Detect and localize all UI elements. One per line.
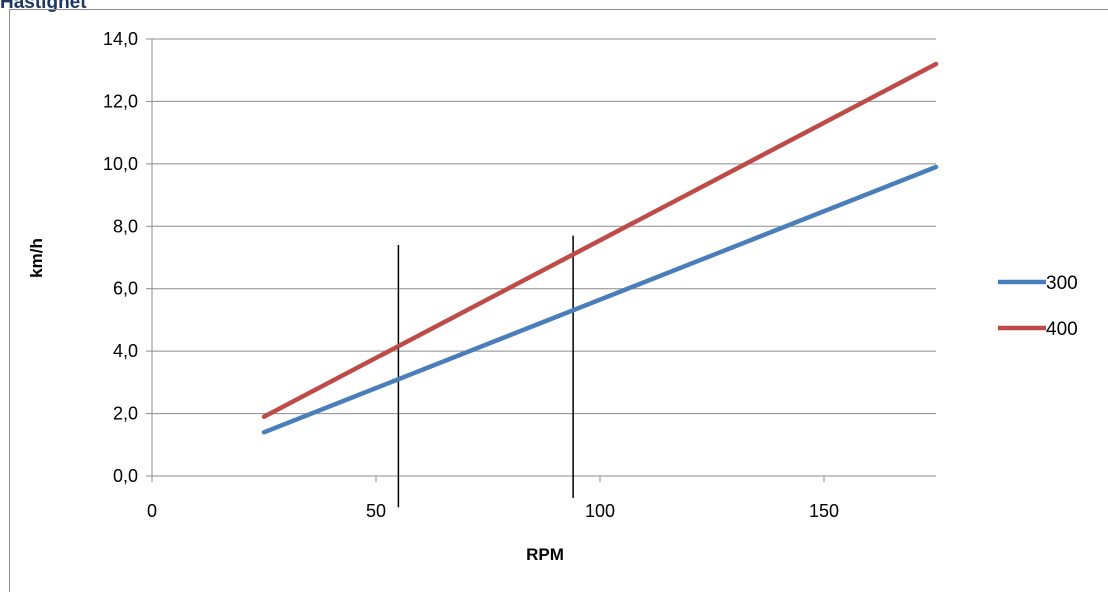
y-tick-label-5: 10,0 bbox=[103, 154, 138, 174]
y-tick-label-0: 0,0 bbox=[113, 466, 138, 486]
x-tick-labels: 0 50 100 150 bbox=[147, 501, 839, 521]
x-tick-label-3: 150 bbox=[809, 501, 839, 521]
y-tick-labels: 0,0 2,0 4,0 6,0 8,0 10,0 12,0 14,0 bbox=[103, 29, 138, 486]
series-line-300 bbox=[261, 164, 939, 435]
y-tick-label-1: 2,0 bbox=[113, 404, 138, 424]
x-tick-label-1: 50 bbox=[366, 501, 386, 521]
legend-label-300: 300 bbox=[1046, 273, 1078, 294]
y-tick-label-7: 14,0 bbox=[103, 29, 138, 49]
y-tick-label-3: 6,0 bbox=[113, 279, 138, 299]
x-tick-label-2: 100 bbox=[585, 501, 615, 521]
reference-lines bbox=[397, 235, 574, 508]
y-tick-label-6: 12,0 bbox=[103, 91, 138, 111]
grid-lines bbox=[152, 38, 936, 415]
chart-frame bbox=[9, 9, 1108, 592]
x-tick-label-0: 0 bbox=[147, 501, 157, 521]
axes bbox=[146, 38, 936, 482]
legend-label-400: 400 bbox=[1046, 319, 1078, 340]
x-axis-label: RPM bbox=[526, 545, 564, 564]
y-tick-label-4: 8,0 bbox=[113, 216, 138, 236]
series-lines bbox=[261, 61, 939, 435]
y-tick-label-2: 4,0 bbox=[113, 341, 138, 361]
series-line-400 bbox=[261, 61, 939, 419]
y-axis-label: km/h bbox=[27, 238, 46, 278]
legend: 300 400 bbox=[998, 273, 1078, 340]
